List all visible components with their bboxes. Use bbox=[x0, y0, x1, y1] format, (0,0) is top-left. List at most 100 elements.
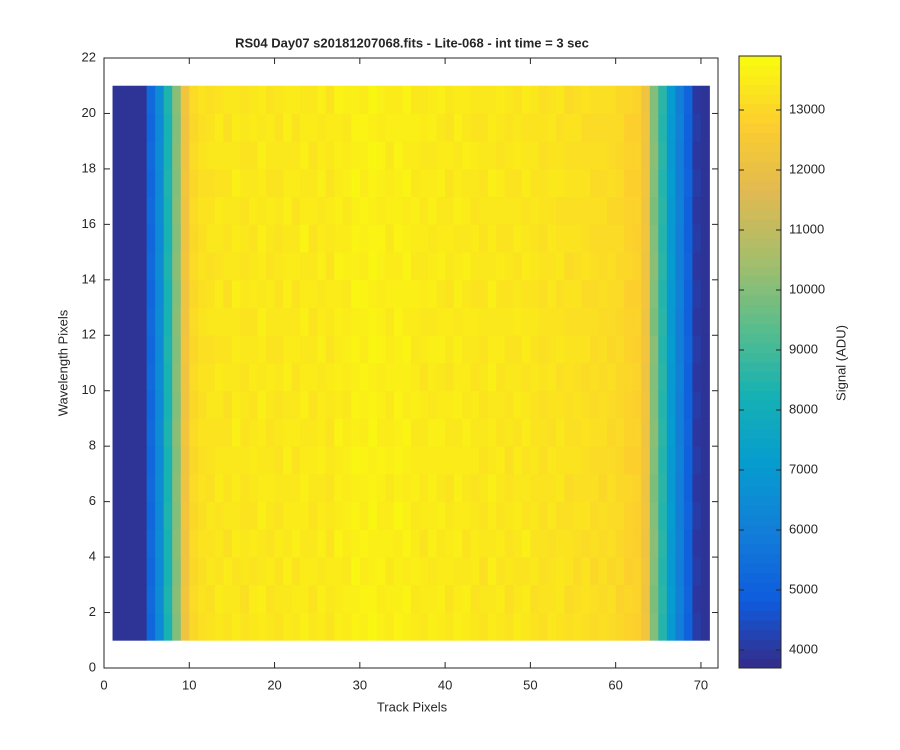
heatmap-cell bbox=[325, 557, 335, 586]
heatmap-cell bbox=[129, 557, 139, 586]
heatmap-cell bbox=[521, 501, 531, 530]
heatmap-cell bbox=[564, 224, 574, 253]
y-tick-label: 20 bbox=[82, 105, 96, 120]
heatmap-cell bbox=[538, 529, 548, 558]
heatmap-cell bbox=[325, 224, 335, 253]
heatmap-cell bbox=[428, 363, 437, 392]
heatmap-cell bbox=[283, 252, 293, 281]
heatmap-cell bbox=[231, 446, 241, 475]
heatmap-cell bbox=[266, 390, 275, 419]
heatmap-cell bbox=[649, 446, 659, 475]
heatmap-cell bbox=[538, 363, 548, 392]
heatmap-cell bbox=[368, 224, 378, 253]
heatmap-cell bbox=[564, 168, 574, 198]
heatmap-cell bbox=[138, 196, 148, 225]
heatmap-cell bbox=[393, 473, 403, 503]
heatmap-cell bbox=[240, 612, 250, 641]
heatmap-cell bbox=[513, 501, 523, 530]
heatmap-cell bbox=[692, 168, 702, 198]
heatmap-cell bbox=[419, 390, 429, 419]
heatmap-cell bbox=[530, 252, 540, 281]
heatmap-cell bbox=[632, 307, 642, 336]
heatmap-cell bbox=[334, 279, 344, 308]
heatmap-cell bbox=[462, 390, 472, 419]
heatmap-cell bbox=[180, 141, 190, 170]
heatmap-cell bbox=[436, 390, 446, 419]
colorbar-segment bbox=[739, 218, 781, 229]
heatmap-cell bbox=[683, 390, 693, 419]
heatmap-cell bbox=[317, 168, 327, 198]
heatmap-cell bbox=[675, 141, 685, 170]
heatmap-cell bbox=[189, 390, 199, 419]
heatmap-cell bbox=[615, 252, 625, 281]
heatmap-cell bbox=[675, 279, 685, 308]
heatmap-cell bbox=[615, 473, 625, 503]
heatmap-cell bbox=[308, 224, 318, 253]
heatmap-cell bbox=[248, 501, 258, 530]
heatmap-cell bbox=[607, 418, 617, 447]
heatmap-cell bbox=[274, 501, 284, 530]
heatmap-cell bbox=[453, 252, 463, 281]
heatmap-cell bbox=[308, 557, 318, 586]
heatmap-cell bbox=[666, 85, 676, 114]
heatmap-cell bbox=[436, 584, 446, 613]
heatmap-cell bbox=[504, 501, 514, 530]
heatmap-cell bbox=[632, 418, 642, 447]
heatmap-cell bbox=[573, 418, 582, 447]
heatmap-cell bbox=[496, 446, 506, 475]
heatmap-cell bbox=[487, 168, 497, 198]
heatmap-cell bbox=[590, 473, 600, 503]
heatmap-cell bbox=[573, 252, 582, 281]
heatmap-cell bbox=[436, 196, 446, 225]
heatmap-cell bbox=[317, 501, 327, 530]
heatmap-cell bbox=[530, 557, 540, 586]
heatmap-cell bbox=[291, 390, 301, 419]
heatmap-cell bbox=[700, 557, 710, 586]
heatmap-cell bbox=[291, 363, 301, 392]
heatmap-cell bbox=[163, 557, 173, 586]
heatmap-cell bbox=[496, 141, 506, 170]
heatmap-cell bbox=[325, 473, 335, 503]
heatmap-cell bbox=[189, 473, 199, 503]
heatmap-cell bbox=[496, 390, 506, 419]
heatmap-cell bbox=[453, 446, 463, 475]
heatmap-cell bbox=[274, 168, 284, 198]
heatmap-cell bbox=[283, 113, 293, 142]
heatmap-cell bbox=[598, 446, 608, 475]
heatmap-cell bbox=[700, 473, 710, 503]
heatmap-cell bbox=[649, 85, 659, 114]
heatmap-cell bbox=[573, 113, 582, 142]
heatmap-cell bbox=[308, 501, 318, 530]
heatmap-cell bbox=[266, 252, 275, 281]
heatmap-cell bbox=[479, 446, 489, 475]
heatmap-cell bbox=[163, 418, 173, 447]
heatmap-cell bbox=[547, 252, 557, 281]
heatmap-cell bbox=[385, 529, 395, 558]
heatmap-cell bbox=[411, 113, 420, 142]
heatmap-cell bbox=[487, 85, 497, 114]
heatmap-cell bbox=[675, 168, 685, 198]
heatmap-cell bbox=[257, 252, 267, 281]
heatmap-cell bbox=[368, 418, 378, 447]
heatmap-cell bbox=[487, 446, 497, 475]
heatmap-cell bbox=[513, 113, 523, 142]
heatmap-cell bbox=[351, 141, 361, 170]
heatmap-cell bbox=[172, 307, 182, 336]
heatmap-cell bbox=[555, 113, 565, 142]
heatmap-cell bbox=[359, 363, 369, 392]
heatmap-cell bbox=[163, 307, 173, 336]
heatmap-cell bbox=[351, 113, 361, 142]
heatmap-cell bbox=[180, 85, 190, 114]
heatmap-cell bbox=[223, 390, 233, 419]
heatmap-cell bbox=[419, 335, 429, 364]
heatmap-cell bbox=[300, 501, 310, 530]
heatmap-cell bbox=[683, 113, 693, 142]
heatmap-cell bbox=[257, 279, 267, 308]
heatmap-cell bbox=[402, 196, 412, 225]
heatmap-cell bbox=[231, 363, 241, 392]
heatmap-cell bbox=[300, 473, 310, 503]
heatmap-cell bbox=[266, 473, 275, 503]
heatmap-cell bbox=[581, 529, 591, 558]
heatmap-cell bbox=[223, 196, 233, 225]
heatmap-cell bbox=[240, 446, 250, 475]
